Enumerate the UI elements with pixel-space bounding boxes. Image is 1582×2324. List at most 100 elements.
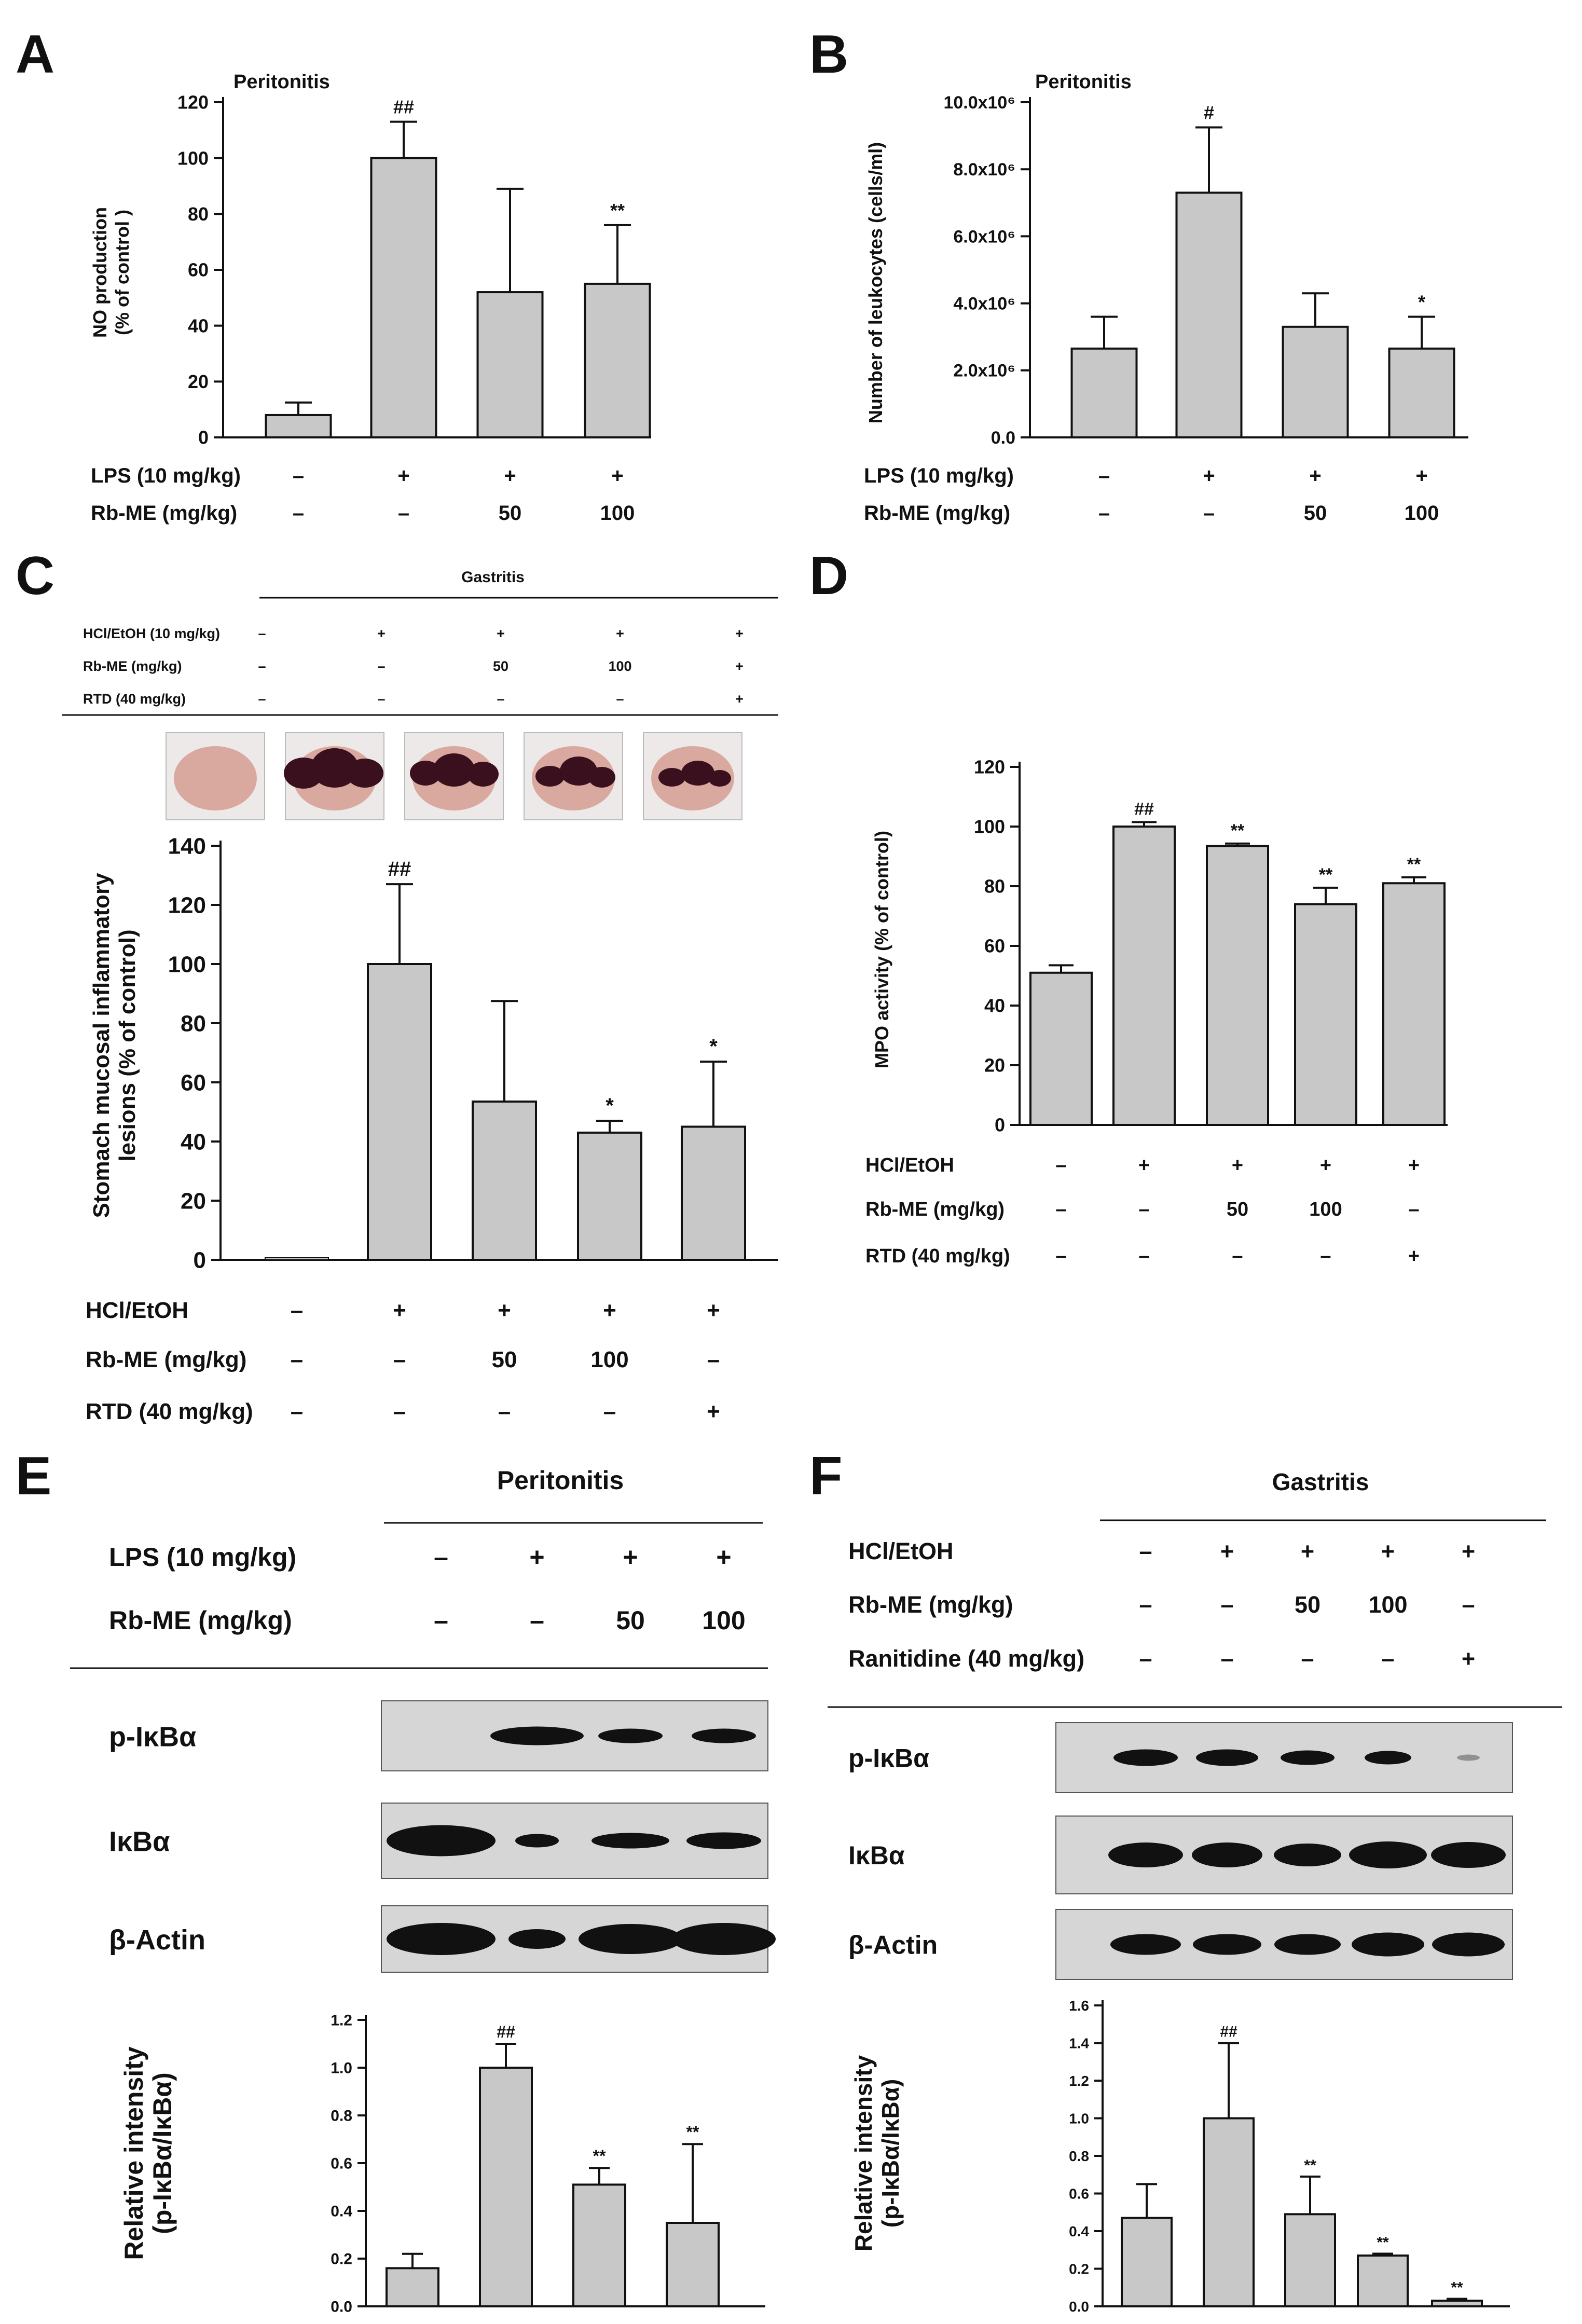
panel-letter-b: B [809,24,848,85]
significance-mark: ## [388,858,411,881]
treatment-value: + [1415,464,1427,487]
y-tick-label: 20 [181,1188,206,1214]
treatment-value: – [258,626,266,641]
treatment-value: + [1462,1538,1475,1564]
blot-label: β-Actin [848,1931,938,1960]
blot-band [598,1728,663,1743]
treatment-value: – [1138,1199,1149,1220]
blot-band [1113,1749,1178,1766]
treatment-label: RTD (40 mg/kg) [83,691,186,707]
blot-beta-actin [1055,1909,1513,1980]
treatment-value: + [377,626,386,641]
section-header: Peritonitis [497,1466,624,1495]
blot-band [1365,1751,1411,1765]
bar [1382,882,1446,1126]
blot-band [1281,1750,1335,1765]
treatment-value: – [1232,1245,1243,1267]
blot-band [1192,1842,1262,1867]
treatment-value: 50 [492,1347,517,1372]
treatment-value: + [1220,1538,1234,1564]
bar [1284,2213,1336,2307]
bar [386,2267,439,2307]
y-axis-label: (p-IκBα/IκBα) [877,2079,904,2228]
treatment-value: – [1098,502,1110,525]
treatment-value: – [530,1606,544,1635]
treatment-value: + [735,658,744,674]
bar [666,2222,720,2307]
bar [1357,2254,1409,2307]
blot-beta-actin [381,1905,776,1973]
treatment-value: 50 [493,658,508,674]
y-tick-label: 1.6 [1069,1998,1089,2014]
treatment-value: 100 [590,1347,628,1372]
y-tick-label: 1.2 [1069,2073,1089,2089]
blot-band [1110,1934,1181,1955]
treatment-value: – [707,1347,720,1372]
bar [479,2067,533,2307]
y-tick-label: 120 [974,757,1005,778]
y-tick-label: 0.2 [331,2251,352,2268]
y-axis-label: NO production [89,207,111,338]
chart-d: 0 20 40 60 80 100 120 ## ** ** ** [974,757,1448,1136]
blot-band [686,1832,761,1849]
treatment-value: + [623,1543,638,1572]
treatment-value: – [377,691,385,707]
y-tick-label: 10.0x10⁶ [943,93,1015,113]
bar [572,2183,626,2307]
y-tick-label: 0.0 [331,2299,352,2316]
treatment-label: LPS (10 mg/kg) [109,1543,296,1572]
treatment-value: – [1220,1645,1233,1672]
treatment-value: + [1462,1645,1475,1672]
blot-label: IκBα [848,1841,905,1870]
y-tick-label: 0.2 [1069,2261,1089,2277]
panel-letter-d: D [809,546,848,606]
y-tick-label: 0 [995,1115,1005,1136]
y-tick-label: 40 [188,315,209,336]
y-tick-label: 0.4 [331,2203,352,2220]
y-tick-label: 1.4 [1069,2035,1089,2051]
significance-mark: ## [1134,799,1154,819]
treatment-value: + [1309,464,1321,487]
treatment-value: + [397,464,409,487]
treatment-value: 100 [1405,502,1439,525]
lesion-area [708,770,731,787]
lesion-area [410,761,441,786]
significance-mark: * [606,1094,614,1117]
chart-c: 0 20 40 60 80 100 120 140 ## * * [168,833,778,1273]
blot-band [387,1923,496,1955]
lesion-area [433,753,475,787]
significance-mark: * [709,1035,718,1058]
treatment-label: HCl/EtOH [86,1298,188,1323]
treatment-value: – [1301,1645,1314,1672]
treatment-value: – [293,502,304,525]
treatment-value: – [1138,1245,1149,1267]
bar [265,1257,329,1260]
blot-band [579,1924,682,1954]
blot-label: IκBα [109,1826,170,1858]
stomach-photo [284,732,384,820]
treatment-value: – [616,691,624,707]
treatment-value: – [1055,1154,1066,1176]
y-tick-label: 0.0 [991,428,1015,448]
treatment-value: 50 [499,502,522,525]
bar [1121,2217,1173,2307]
treatment-value: + [1408,1154,1420,1176]
y-tick-label: 0.0 [1069,2299,1089,2315]
treatment-value: – [398,502,409,525]
y-tick-label: 1.0 [1069,2110,1089,2126]
treatment-value: – [1203,502,1215,525]
bar [1070,347,1138,438]
y-tick-label: 1.2 [331,2012,352,2029]
treatment-value: 100 [608,658,631,674]
y-axis-label: (p-IκBα/IκBα) [148,2072,177,2234]
treatment-value: + [603,1298,616,1323]
chart-a: 0 20 40 60 80 100 120 ## ** [177,92,651,448]
treatment-value: – [377,658,385,674]
y-axis-label: MPO activity (% of control) [871,831,892,1068]
y-tick-label: 0.8 [331,2108,352,2125]
blot-band [1274,1934,1341,1955]
lesion-area [588,767,615,788]
treatment-value: 100 [702,1606,745,1635]
significance-mark: ** [1451,2279,1463,2297]
